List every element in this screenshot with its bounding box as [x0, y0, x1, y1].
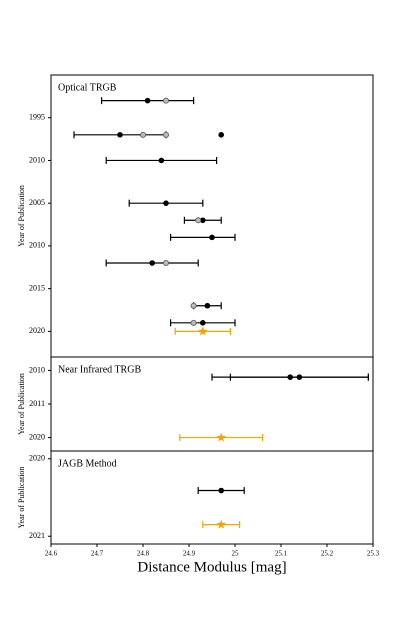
- x-axis-label: Distance Modulus [mag]: [137, 559, 286, 575]
- x-tick-label: 24.8: [137, 550, 150, 558]
- y-tick-label: 2020: [29, 454, 45, 463]
- y-axis-label: Year of Publication: [17, 185, 26, 247]
- open-point: [190, 319, 197, 326]
- point: [296, 374, 303, 380]
- point: [149, 260, 155, 266]
- star-point: [216, 519, 226, 529]
- open-point: [162, 131, 169, 138]
- point: [163, 200, 169, 206]
- point: [200, 217, 206, 224]
- y-axis-label: Year of Publication: [17, 373, 26, 435]
- star-point: [216, 432, 226, 442]
- y-axis-label: Year of Publication: [17, 467, 26, 529]
- point: [218, 132, 224, 138]
- star-point: [198, 326, 208, 336]
- y-tick-label: 1995: [29, 113, 45, 122]
- y-tick-label: 2010: [29, 365, 45, 374]
- point: [204, 302, 211, 309]
- x-tick-label: 25.2: [321, 550, 334, 558]
- y-tick-label: 2021: [29, 531, 45, 540]
- y-tick-label: 2015: [29, 283, 45, 292]
- plot-frame: [50, 450, 374, 545]
- y-tick-label: 2020: [29, 326, 45, 335]
- y-tick-label: 2011: [29, 399, 45, 408]
- x-tick-label: 25: [232, 550, 240, 558]
- panel-label: Optical TRGB: [58, 82, 117, 93]
- x-tick-label: 25.1: [275, 550, 288, 558]
- point: [117, 132, 123, 138]
- x-tick-label: 24.7: [91, 550, 104, 558]
- y-tick-label: 2010: [29, 241, 45, 250]
- open-point: [190, 302, 197, 309]
- x-tick-label: 24.9: [183, 550, 196, 558]
- y-tick-label: 2010: [29, 155, 45, 164]
- open-point: [162, 259, 169, 266]
- open-point: [195, 217, 202, 224]
- panel-label: Near Infrared TRGB: [58, 364, 141, 375]
- point: [144, 97, 151, 104]
- plot-frame: [50, 74, 374, 358]
- panel-label: JAGB Method: [58, 458, 117, 469]
- open-point: [139, 131, 146, 138]
- x-tick-label: 25.3: [367, 550, 380, 558]
- y-tick-label: 2005: [29, 198, 45, 207]
- point: [158, 157, 165, 164]
- x-tick-label: 24.6: [45, 550, 58, 558]
- point: [218, 487, 224, 494]
- point: [209, 234, 215, 241]
- point: [200, 320, 206, 326]
- y-tick-label: 2020: [29, 432, 45, 441]
- open-point: [162, 97, 169, 104]
